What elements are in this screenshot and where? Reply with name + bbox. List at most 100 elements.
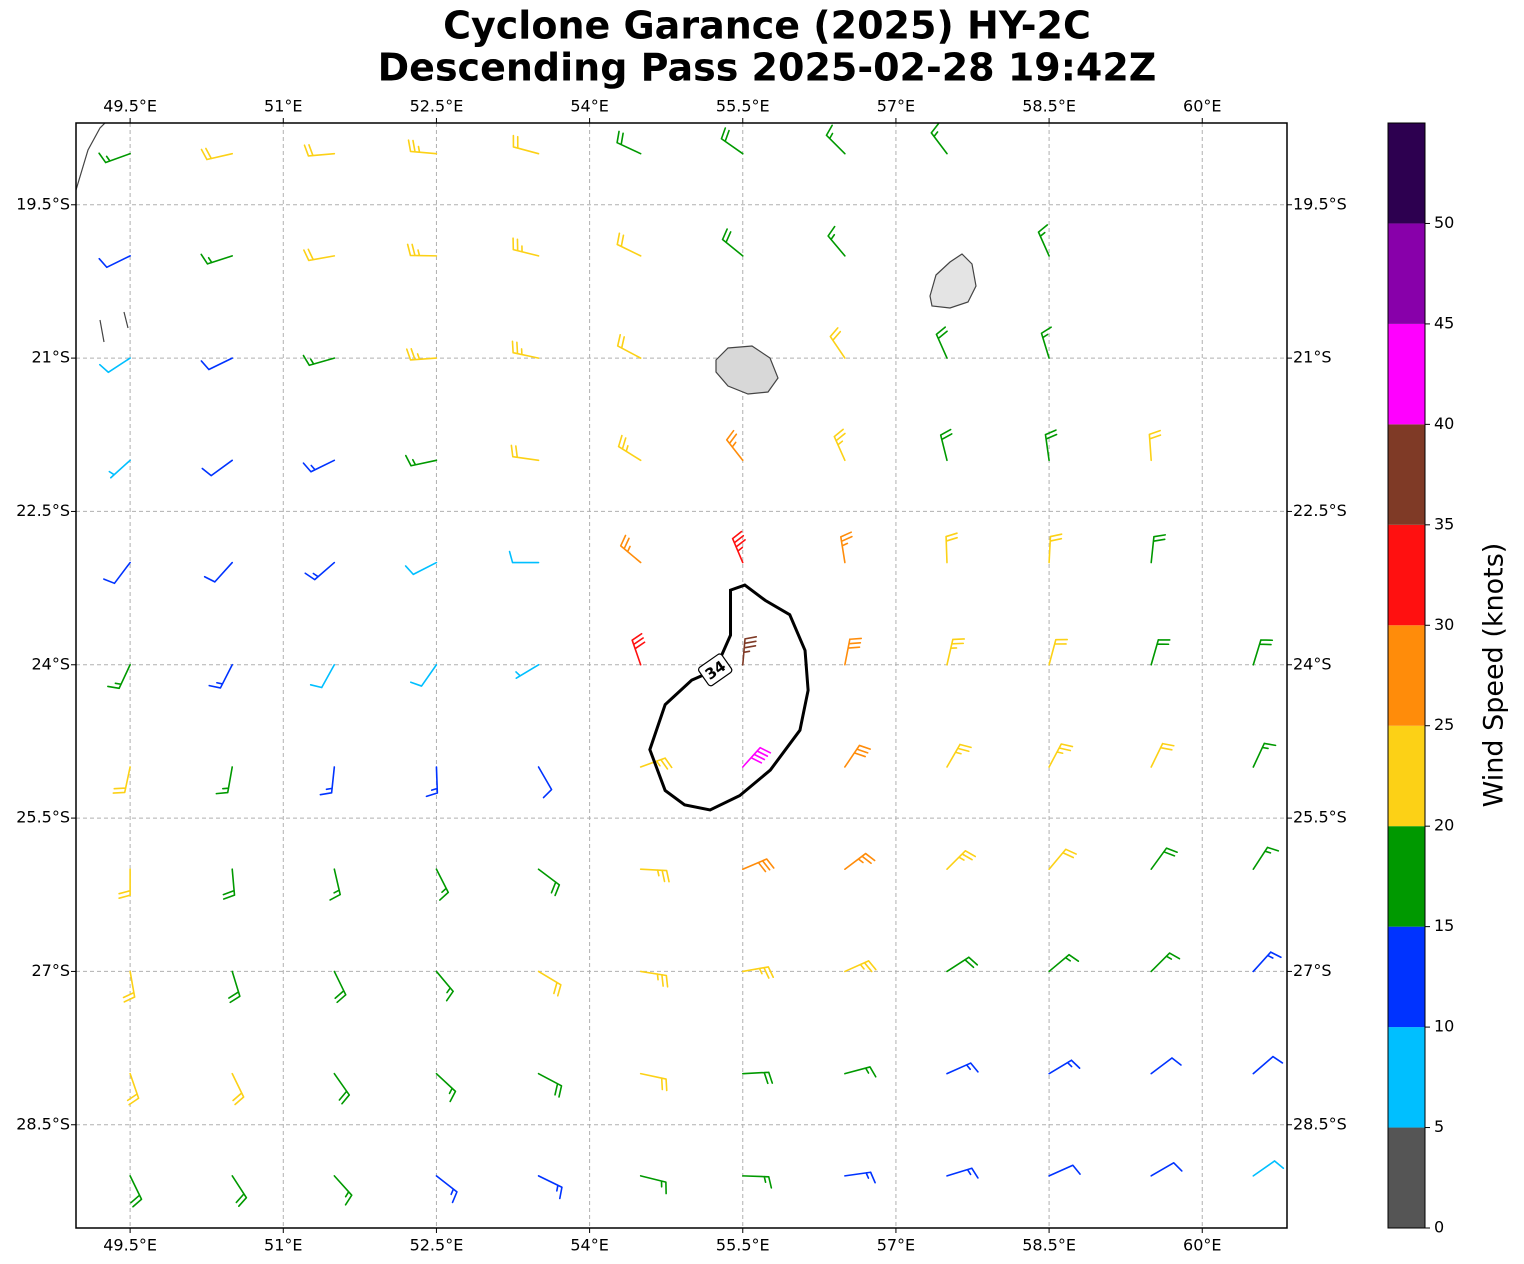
wind-barb	[435, 868, 450, 901]
wind-barb	[435, 1175, 458, 1204]
colorbar-segment	[1388, 123, 1425, 224]
x-tick-label-top: 54°E	[570, 97, 608, 116]
wind-barb	[616, 232, 642, 257]
x-tick-label: 57°E	[877, 1236, 915, 1255]
x-tick-label-top: 60°E	[1183, 97, 1221, 116]
wind-barb	[201, 459, 234, 477]
wind-barb	[1252, 951, 1282, 973]
wind-barb	[725, 429, 744, 462]
x-tick-label: 58.5°E	[1022, 1236, 1076, 1255]
colorbar-segment	[1388, 625, 1425, 726]
y-tick-label: 19.5°S	[16, 194, 70, 213]
wind-barb	[118, 868, 131, 900]
wind-barb	[619, 534, 642, 564]
wind-barb	[939, 428, 953, 462]
wind-barb	[616, 333, 642, 359]
wind-barb	[844, 637, 863, 666]
y-tick-label: 22.5°S	[16, 501, 70, 520]
wind-barb	[1048, 1059, 1081, 1075]
wind-barb	[329, 868, 341, 901]
colorbar-segment	[1388, 1127, 1425, 1228]
x-tick-label: 55.5°E	[716, 1236, 770, 1255]
y-tick-label: 28.5°S	[16, 1114, 70, 1133]
wind-barb	[829, 327, 846, 359]
colorbar-segment	[1388, 323, 1425, 425]
colorbar-tick-label: 30	[1434, 615, 1454, 634]
wind-barb	[840, 531, 853, 564]
wind-barb	[1252, 639, 1274, 666]
wind-barb	[407, 139, 438, 155]
wind-barb	[930, 123, 948, 155]
wind-barb	[741, 1071, 774, 1085]
wind-barb	[200, 357, 234, 371]
chart-title: Cyclone Garance (2025) HY-2C	[443, 4, 1091, 48]
land-layer	[76, 123, 977, 395]
x-tick-label-top: 58.5°E	[1022, 97, 1076, 116]
wind-barb	[639, 757, 673, 770]
wind-barb	[631, 632, 646, 666]
wind-barb	[99, 357, 131, 374]
wind-barb	[844, 852, 876, 871]
wind-barb	[319, 766, 336, 796]
colorbar-tick-label: 40	[1434, 414, 1454, 433]
y-tick-label: 27°S	[31, 961, 70, 980]
wind-barb	[404, 454, 438, 467]
wind-barb	[435, 1072, 457, 1103]
wind-barb	[1150, 534, 1166, 564]
wind-barb	[228, 970, 241, 1004]
wind-barb	[639, 970, 669, 988]
contour-line	[648, 583, 810, 812]
wind-barb	[616, 130, 642, 155]
y-tick-label: 24°S	[31, 654, 70, 673]
wind-barb	[508, 550, 540, 564]
y-tick-label-right: 27°S	[1293, 961, 1332, 980]
wind-barb	[537, 868, 561, 897]
wind-barb	[639, 1175, 667, 1195]
y-tick-label: 21°S	[31, 348, 70, 367]
colorbar-tick-label: 35	[1434, 514, 1454, 533]
wind-barb	[1037, 224, 1050, 257]
colorbar-frame	[1387, 122, 1426, 1229]
coastline	[99, 311, 129, 343]
wind-barb	[1150, 742, 1175, 768]
wind-barb	[844, 1171, 876, 1184]
wind-barb	[404, 561, 438, 576]
chart-subtitle: Descending Pass 2025-02-28 19:42Z	[378, 46, 1157, 90]
wind-barb	[409, 663, 438, 687]
wind-barb	[741, 636, 758, 666]
wind-barb	[1150, 638, 1171, 666]
wind-barb	[1048, 1164, 1081, 1177]
wind-barb	[827, 225, 846, 257]
wind-barb	[946, 1062, 979, 1075]
x-tick-label: 54°E	[570, 1236, 608, 1255]
y-tick-label-right: 21°S	[1293, 348, 1332, 367]
colorbar-tick-label: 10	[1434, 1017, 1454, 1036]
wind-barb	[844, 744, 872, 768]
colorbar-segment	[1388, 826, 1425, 927]
wind-barb	[304, 561, 336, 581]
x-tick-label-top: 52.5°E	[410, 97, 464, 116]
wind-barb	[617, 434, 642, 462]
island-mauritius	[929, 253, 977, 309]
wind-barb	[200, 253, 234, 265]
wind-barb	[302, 459, 336, 473]
wind-barb	[1048, 953, 1080, 973]
wind-barb	[231, 1072, 245, 1106]
island-reunion	[715, 345, 779, 395]
wind-barb	[231, 1175, 248, 1207]
contour-label-box	[697, 653, 733, 687]
wind-barb	[1150, 952, 1181, 973]
wind-barb	[935, 326, 948, 359]
wind-barb	[1040, 326, 1052, 359]
wind-barb	[721, 228, 744, 257]
x-tick-label-top: 51°E	[264, 97, 302, 116]
wind-barb	[1150, 1057, 1182, 1075]
x-tick-label: 60°E	[1183, 1236, 1221, 1255]
wind-barb	[1044, 429, 1058, 462]
wind-barb	[741, 858, 775, 873]
colorbar-segment	[1388, 223, 1425, 324]
wind-barb	[107, 663, 131, 690]
x-tick-label-top: 57°E	[877, 97, 915, 116]
colorbar-label: Wind Speed (knots)	[1479, 543, 1510, 808]
